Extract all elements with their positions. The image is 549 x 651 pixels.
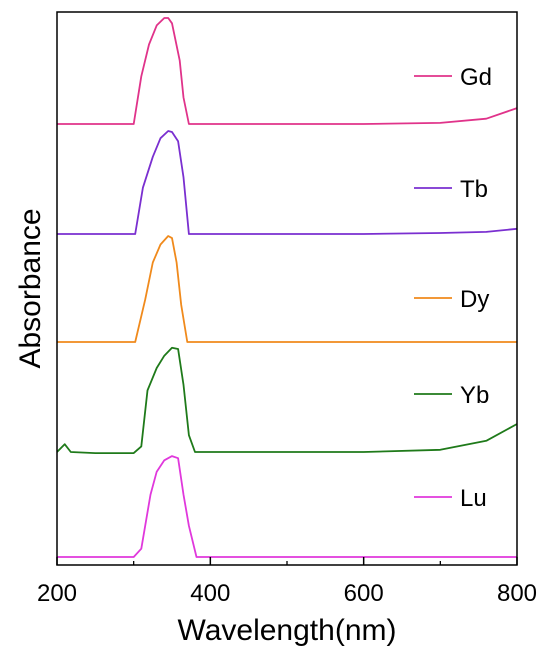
series-line-tb: [57, 130, 518, 235]
x-tick-label-800: 800: [497, 580, 537, 607]
y-axis-title: Absorbance: [14, 208, 47, 368]
legend-label-dy: Dy: [460, 286, 489, 313]
x-tick-label-200: 200: [37, 580, 77, 607]
plot-frame: [56, 11, 518, 566]
x-tick-label-400: 400: [190, 580, 230, 607]
x-tick-label-600: 600: [344, 580, 384, 607]
series-line-gd: [57, 17, 518, 125]
legend-label-yb: Yb: [460, 382, 489, 409]
series-line-dy: [57, 235, 517, 343]
x-axis-title: Wavelength(nm): [178, 614, 397, 647]
series-line-yb: [56, 346, 518, 454]
legend: Gd Tb Dy Yb Lu: [414, 64, 492, 512]
curves-group: [56, 17, 518, 558]
legend-label-tb: Tb: [460, 176, 488, 203]
legend-label-lu: Lu: [460, 485, 487, 512]
series-line-lu: [57, 455, 517, 558]
x-ticks-group: 200 400 600 800: [37, 557, 537, 607]
legend-label-gd: Gd: [460, 64, 492, 91]
